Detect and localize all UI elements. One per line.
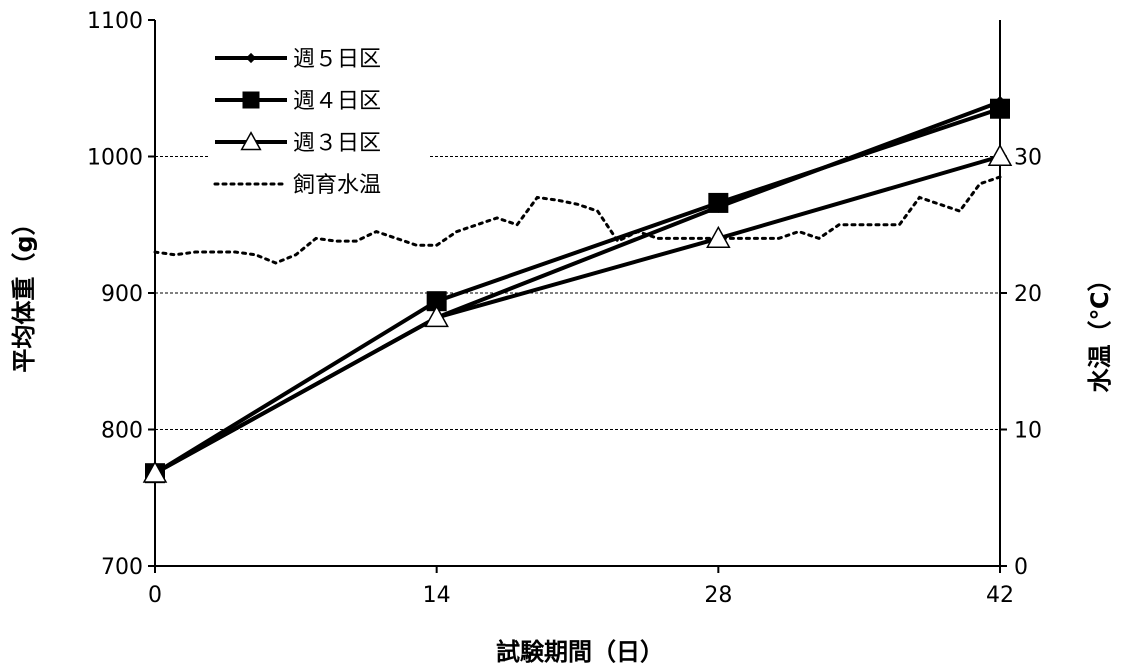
axes: 700 800 900 1000 1100 0 10 20 30 0 14 28 42 <box>87 9 1042 608</box>
x-axis-title: 試験期間（日） <box>496 638 664 666</box>
y2-tick-label-20: 20 <box>1014 282 1042 307</box>
y2-tick-label-10: 10 <box>1014 419 1042 444</box>
series-4 <box>153 175 1002 265</box>
legend-label-2: 週４日区 <box>293 89 381 114</box>
series-3 <box>142 143 1013 483</box>
series-2-point-2 <box>708 192 729 213</box>
legend-entry-2: 週４日区 <box>215 89 381 114</box>
series-2-point-1 <box>426 291 447 312</box>
series-2-point-3 <box>990 98 1010 119</box>
legend-marker-2 <box>242 91 260 109</box>
legend-label-3: 週３日区 <box>293 131 381 156</box>
series-2-line <box>153 106 1001 475</box>
series-3-line <box>154 154 1001 475</box>
legend-marker-3 <box>240 131 262 151</box>
y-tick-label-1100: 1100 <box>87 9 143 34</box>
x-tick-label-0: 0 <box>148 583 162 608</box>
legend-entry-3: 週３日区 <box>215 131 381 156</box>
y-tick-label-1000: 1000 <box>87 146 143 171</box>
y-tick-label-800: 800 <box>101 419 143 444</box>
series-3-point-1 <box>424 305 449 328</box>
legend-entry-4: 飼育水温 <box>213 173 381 198</box>
x-tick-label-14: 14 <box>423 583 451 608</box>
y-tick-label-900: 900 <box>101 282 143 307</box>
series-3-point-0 <box>142 460 168 483</box>
legend-label-1: 週５日区 <box>293 47 381 72</box>
y2-axis-title: 水温（℃） <box>1086 267 1114 392</box>
series-3-point-2 <box>706 225 731 248</box>
series-group <box>142 95 1013 484</box>
legend-marker-1 <box>245 52 257 64</box>
x-tick-label-42: 42 <box>986 583 1014 608</box>
y-tick-label-700: 700 <box>101 555 143 580</box>
legend-label-4: 飼育水温 <box>293 173 381 198</box>
series-4-line <box>153 175 1002 265</box>
y2-tick-label-0: 0 <box>1014 555 1028 580</box>
legend-background <box>208 35 430 215</box>
y-axis-title: 平均体重（g） <box>10 211 38 372</box>
series-3-point-3 <box>987 143 1013 167</box>
legend-entry-1: 週５日区 <box>215 47 381 72</box>
y2-tick-label-30: 30 <box>1014 146 1042 171</box>
x-tick-label-28: 28 <box>704 583 732 608</box>
